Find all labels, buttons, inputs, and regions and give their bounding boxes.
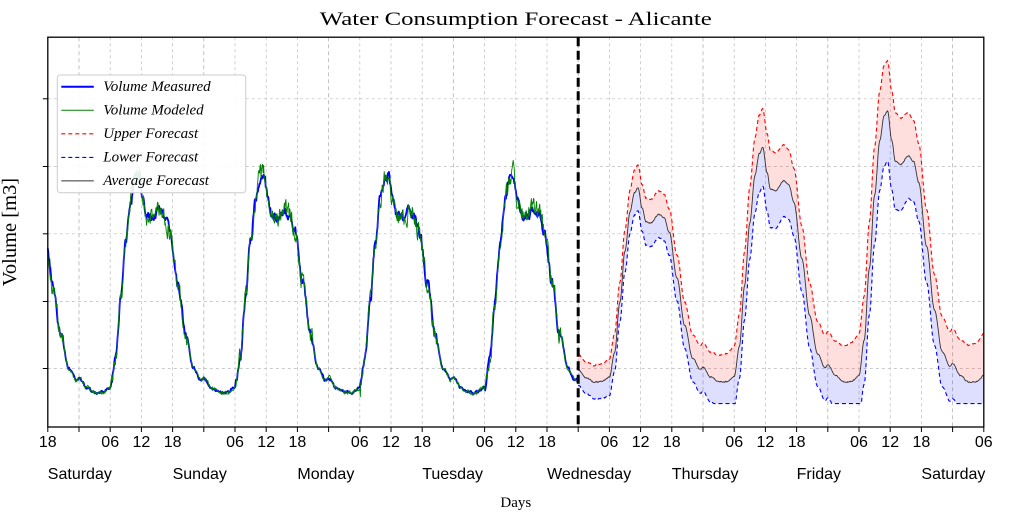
svg-text:12: 12 (133, 434, 151, 451)
svg-text:Average Forecast: Average Forecast (102, 173, 209, 189)
svg-text:18: 18 (39, 434, 57, 451)
svg-text:12: 12 (382, 434, 400, 451)
svg-text:18: 18 (289, 434, 307, 451)
svg-text:12: 12 (757, 434, 775, 451)
svg-text:Volume Measured: Volume Measured (103, 79, 211, 95)
svg-text:Tuesday: Tuesday (422, 466, 483, 483)
svg-text:18: 18 (538, 434, 556, 451)
svg-text:12: 12 (507, 434, 525, 451)
svg-text:Sunday: Sunday (173, 466, 227, 483)
svg-text:Upper Forecast: Upper Forecast (103, 126, 199, 142)
svg-text:Friday: Friday (797, 466, 841, 483)
svg-text:06: 06 (850, 434, 868, 451)
svg-text:Saturday: Saturday (921, 466, 985, 483)
svg-text:Wednesday: Wednesday (547, 466, 631, 483)
svg-text:06: 06 (351, 434, 369, 451)
svg-text:12: 12 (881, 434, 899, 451)
svg-text:18: 18 (663, 434, 681, 451)
svg-text:06: 06 (975, 434, 993, 451)
svg-text:Volume [m3]: Volume [m3] (0, 178, 21, 286)
svg-text:Volume Modeled: Volume Modeled (103, 103, 204, 119)
svg-text:06: 06 (601, 434, 619, 451)
svg-text:Days: Days (500, 495, 531, 511)
svg-text:06: 06 (725, 434, 743, 451)
svg-text:Monday: Monday (297, 466, 354, 483)
svg-text:06: 06 (101, 434, 119, 451)
svg-text:18: 18 (913, 434, 931, 451)
svg-text:12: 12 (257, 434, 275, 451)
svg-text:18: 18 (164, 434, 182, 451)
svg-text:12: 12 (632, 434, 650, 451)
svg-text:Water Consumption Forecast - A: Water Consumption Forecast - Alicante (320, 9, 712, 30)
svg-text:06: 06 (226, 434, 244, 451)
svg-text:Saturday: Saturday (48, 466, 112, 483)
svg-text:06: 06 (476, 434, 494, 451)
svg-text:18: 18 (788, 434, 806, 451)
svg-text:18: 18 (413, 434, 431, 451)
svg-text:Thursday: Thursday (672, 466, 739, 483)
svg-text:Lower Forecast: Lower Forecast (102, 150, 199, 166)
